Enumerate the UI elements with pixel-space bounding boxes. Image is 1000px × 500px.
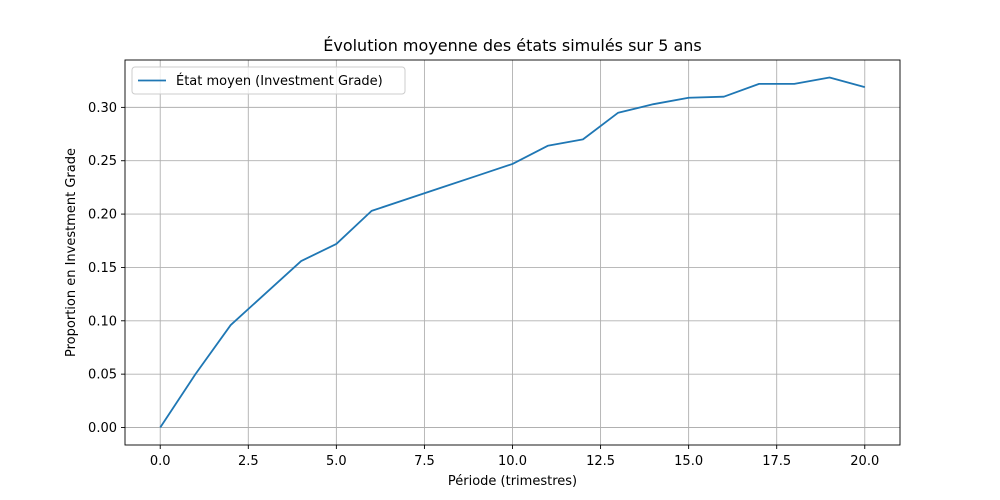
x-tick-label: 5.0: [326, 454, 347, 469]
x-tick-label: 2.5: [238, 454, 259, 469]
x-tick-label: 20.0: [850, 454, 879, 469]
x-tick-label: 12.5: [586, 454, 615, 469]
x-tick-label: 15.0: [674, 454, 703, 469]
y-tick-label: 0.00: [88, 421, 117, 436]
y-tick-label: 0.15: [88, 261, 117, 276]
x-tick-label: 0.0: [150, 454, 171, 469]
legend: État moyen (Investment Grade): [131, 66, 406, 95]
y-tick-label: 0.20: [88, 208, 117, 223]
series-line-0: [159, 76, 866, 428]
x-axis-label: Période (trimestres): [448, 474, 577, 489]
y-tick-label: 0.05: [88, 368, 117, 383]
x-tick-label: 7.5: [414, 454, 435, 469]
y-tick-label: 0.10: [88, 314, 117, 329]
y-tick-label: 0.25: [88, 154, 117, 169]
x-tick-label: 17.5: [762, 454, 791, 469]
legend-frame: [131, 66, 406, 95]
y-axis-label: Proportion en Investment Grade: [64, 148, 79, 357]
x-tick-label: 10.0: [498, 454, 527, 469]
series-layer: [159, 76, 866, 428]
legend-entry-label: État moyen (Investment Grade): [176, 73, 383, 89]
gridlines: [125, 60, 900, 445]
axis-ticks: 0.0 2.5 5.0 7.5 10.0 12.5 15.0 17.5 20.0 0.00 0.05…: [88, 101, 879, 469]
y-tick-label: 0.30: [88, 101, 117, 116]
chart-title: Évolution moyenne des états simulés sur …: [323, 36, 702, 55]
